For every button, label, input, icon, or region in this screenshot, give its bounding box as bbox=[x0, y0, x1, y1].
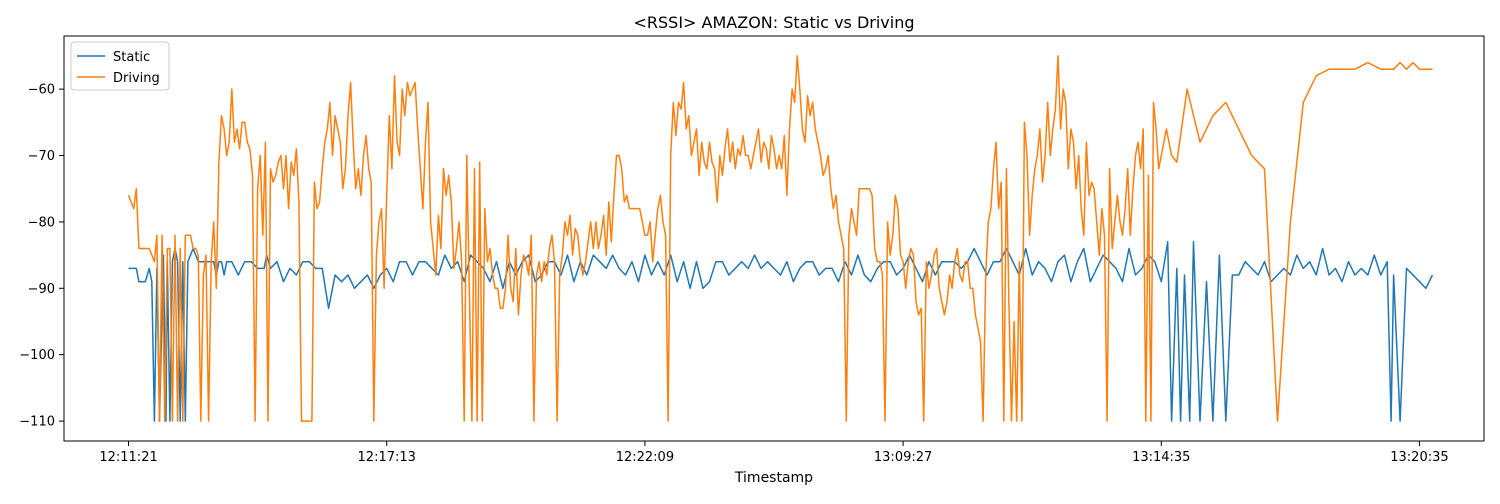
x-tick-label: 12:17:13 bbox=[358, 450, 416, 465]
legend-box bbox=[70, 41, 170, 91]
chart-title: <RSSI> AMAZON: Static vs Driving bbox=[633, 13, 914, 32]
x-tick-label: 13:20:35 bbox=[1390, 450, 1448, 465]
x-tick-label: 12:11:21 bbox=[99, 450, 157, 465]
legend: Static Driving bbox=[70, 41, 170, 91]
legend-label-static: Static bbox=[113, 50, 150, 65]
x-tick-label: 12:22:09 bbox=[616, 450, 674, 465]
y-axis: −110 −100 −90 −80 −70 −60 bbox=[19, 83, 64, 430]
y-tick-label: −70 bbox=[28, 149, 55, 164]
series-line-driving bbox=[127, 55, 1433, 422]
x-tick-label: 13:14:35 bbox=[1132, 450, 1190, 465]
x-axis-label: Timestamp bbox=[734, 470, 813, 486]
plot-frame bbox=[63, 35, 1485, 442]
y-tick-label: −80 bbox=[28, 215, 55, 230]
y-tick-label: −100 bbox=[19, 348, 55, 363]
x-axis: 12:11:21 12:17:13 12:22:09 13:09:27 13:14:35… bbox=[99, 441, 1449, 465]
legend-label-driving: Driving bbox=[113, 71, 160, 86]
x-tick-label: 13:09:27 bbox=[874, 450, 932, 465]
y-tick-label: −60 bbox=[28, 83, 55, 98]
series-layer bbox=[127, 55, 1434, 422]
y-tick-label: −90 bbox=[28, 282, 55, 297]
series-line-static bbox=[128, 241, 1434, 422]
y-tick-label: −110 bbox=[19, 415, 55, 430]
